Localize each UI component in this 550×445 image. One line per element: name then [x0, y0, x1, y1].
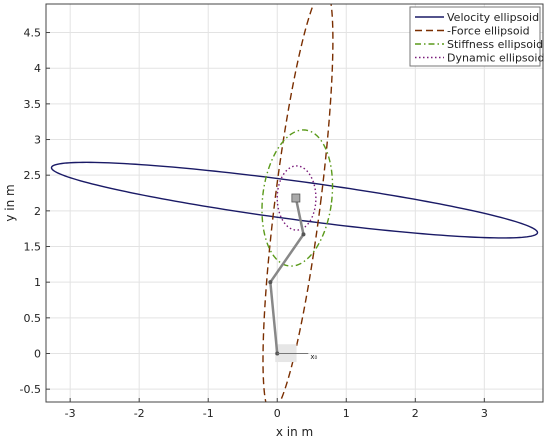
legend-label: Velocity ellipsoid — [447, 11, 539, 24]
legend: Velocity ellipsoid-Force ellipsoidStiffn… — [409, 6, 544, 67]
grid — [46, 4, 543, 402]
y-tick-label: -0.5 — [20, 383, 41, 396]
arm-link — [294, 196, 305, 236]
series-2-ellipse — [262, 4, 334, 402]
x-tick-label: -1 — [203, 407, 214, 420]
y-tick-label: 2.5 — [24, 169, 42, 182]
y-tick-label: 4.5 — [24, 27, 42, 40]
arm-link — [269, 233, 305, 284]
y-tick-label: 0 — [34, 347, 41, 360]
y-tick-label: 0.5 — [24, 312, 42, 325]
y-tick-label: 3 — [34, 134, 41, 147]
tick-labels: -3 -2 -1 0 1 2 3 -0.5 0 0.5 1 1.5 2 2.5 3 3.5 4 4.5 — [20, 27, 488, 420]
y-tick-label: 1 — [34, 276, 41, 289]
robot-arm: x₀ — [268, 193, 318, 363]
x-tick-label: 2 — [412, 407, 419, 420]
arm-joint — [301, 232, 306, 237]
legend-label: Dynamic ellipsoid — [447, 52, 544, 65]
x-axis-label: x in m — [276, 425, 313, 439]
plot-frame — [45, 3, 544, 403]
x-tick-label: 0 — [274, 407, 281, 420]
arm-joint — [268, 280, 273, 285]
y-tick-label: 4 — [34, 62, 41, 75]
arm-link — [269, 280, 279, 355]
y-axis-label: y in m — [3, 184, 17, 221]
y-tick-label: 1.5 — [24, 241, 42, 254]
x-tick-label: -2 — [134, 407, 145, 420]
y-tick-label: 2 — [34, 205, 41, 218]
series-3-ellipse — [261, 129, 334, 267]
x-tick-label: 3 — [481, 407, 488, 420]
y-tick-label: 3.5 — [24, 98, 42, 111]
plot-marks — [50, 4, 539, 402]
legend-label: -Force ellipsoid — [447, 25, 530, 38]
legend-label: Stiffness ellipsoid — [447, 38, 543, 51]
series-1-ellipse — [50, 161, 539, 239]
x-tick-label: -3 — [65, 407, 76, 420]
end-effector — [291, 193, 301, 203]
x-tick-label: 1 — [343, 407, 350, 420]
base-axis-label: x₀ — [310, 353, 317, 361]
